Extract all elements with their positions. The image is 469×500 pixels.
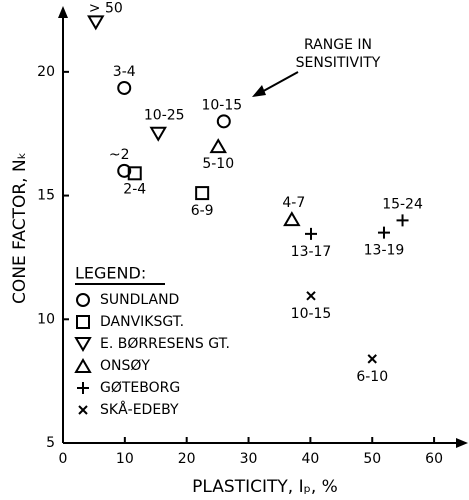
legend-label: ONSØY [100, 358, 150, 374]
y-tick-label: 5 [46, 435, 55, 451]
point-label: 4-7 [282, 195, 305, 211]
legend-label: E. BØRRESENS GT. [100, 336, 230, 352]
x-tick-label: 10 [116, 451, 134, 467]
point-label: 13-17 [291, 244, 332, 260]
point-label: 5-10 [202, 156, 234, 172]
marker [396, 214, 409, 227]
point-label: 6-10 [356, 369, 388, 385]
point-label: 10-15 [291, 306, 332, 322]
x-tick-label: 50 [363, 451, 381, 467]
x-tick-label: 30 [240, 451, 258, 467]
annotation: RANGE IN [304, 37, 372, 53]
marker [87, 15, 105, 31]
x-arrow [456, 438, 468, 448]
annotation-arrow [257, 71, 299, 95]
marker [209, 138, 227, 154]
legend-marker [76, 315, 90, 329]
y-tick-label: 15 [37, 188, 55, 204]
marker [377, 226, 390, 239]
point-label: ~2 [109, 147, 130, 163]
y-tick-label: 20 [37, 64, 55, 80]
legend-marker [74, 358, 92, 373]
legend-label: GØTEBORG [100, 380, 180, 396]
y-tick-label: 10 [37, 311, 55, 327]
x-tick-label: 0 [59, 451, 68, 467]
legend-marker [74, 337, 92, 352]
point-label: > 50 [89, 0, 123, 16]
x-axis-label: PLASTICITY, Iₚ, % [192, 477, 338, 497]
marker [149, 126, 167, 142]
legend-label: SUNDLAND [100, 292, 179, 308]
marker [117, 163, 132, 178]
point-label: 15-24 [382, 196, 423, 212]
legend-marker [76, 293, 90, 307]
y-axis-label: CONE FACTOR, Nₖ [10, 152, 30, 304]
legend-label: SKÅ-EDEBY [100, 401, 179, 418]
marker [195, 186, 210, 201]
x-tick-label: 60 [425, 451, 443, 467]
point-label: 10-25 [144, 108, 185, 124]
legend-marker [78, 405, 88, 415]
point-label: 13-19 [364, 243, 405, 259]
marker [216, 114, 231, 129]
annotation: SENSITIVITY [296, 55, 381, 71]
marker [283, 211, 301, 227]
marker [305, 227, 318, 240]
marker [367, 354, 377, 364]
point-label: 6-9 [191, 203, 214, 219]
legend-marker [77, 382, 89, 394]
point-label: 3-4 [113, 64, 136, 80]
point-label: 10-15 [201, 97, 242, 113]
y-arrow [58, 6, 68, 18]
legend-label: DANVIKSGT. [100, 314, 184, 330]
marker [127, 166, 142, 181]
arrow-head [252, 85, 266, 97]
point-label: 2-4 [123, 181, 146, 197]
legend-title: LEGEND: [75, 264, 146, 283]
x-tick-label: 20 [178, 451, 196, 467]
marker [117, 80, 132, 95]
x-tick-label: 40 [301, 451, 319, 467]
marker [306, 291, 316, 301]
